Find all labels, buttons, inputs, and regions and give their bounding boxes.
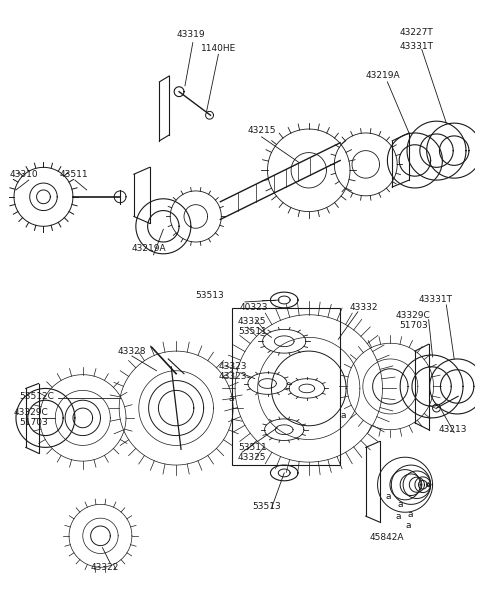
Text: 43332: 43332 [350,303,378,312]
Text: 53511: 53511 [238,327,267,336]
Text: a: a [405,522,411,531]
Text: 43325: 43325 [238,317,266,326]
Text: a: a [407,510,412,519]
Text: 43215: 43215 [248,126,276,135]
Text: a: a [395,512,401,521]
Text: 43227T: 43227T [399,28,433,37]
Text: 53513: 53513 [252,502,281,511]
Text: 43325: 43325 [238,453,266,462]
Text: 1140HE: 1140HE [201,44,236,53]
Text: a: a [228,394,234,403]
Text: 43219A: 43219A [132,244,167,253]
Text: 43331T: 43331T [399,42,433,51]
Text: a: a [397,500,403,509]
Text: 43310: 43310 [9,170,38,179]
Text: 43511: 43511 [59,170,88,179]
Text: 43329C: 43329C [395,311,430,320]
Text: 43323: 43323 [218,362,247,371]
Text: 40323: 40323 [240,303,269,312]
Text: 43329C: 43329C [14,409,49,418]
Text: 53513: 53513 [196,291,225,300]
Text: a: a [386,492,391,501]
Text: 43322: 43322 [91,562,119,572]
Bar [232,308,340,465]
Text: 43323: 43323 [218,372,247,381]
Text: 43213: 43213 [438,425,467,434]
Text: 43319: 43319 [176,30,205,39]
Text: 53511: 53511 [238,443,267,452]
Text: 43219A: 43219A [366,71,400,80]
Text: 51703: 51703 [399,321,428,330]
Text: 51703: 51703 [19,418,47,427]
Text: 45842A: 45842A [370,533,404,542]
Text: 53512C: 53512C [19,392,54,401]
Text: a: a [340,412,346,420]
Text: 43328: 43328 [117,347,146,356]
Text: 43331T: 43331T [419,295,453,304]
